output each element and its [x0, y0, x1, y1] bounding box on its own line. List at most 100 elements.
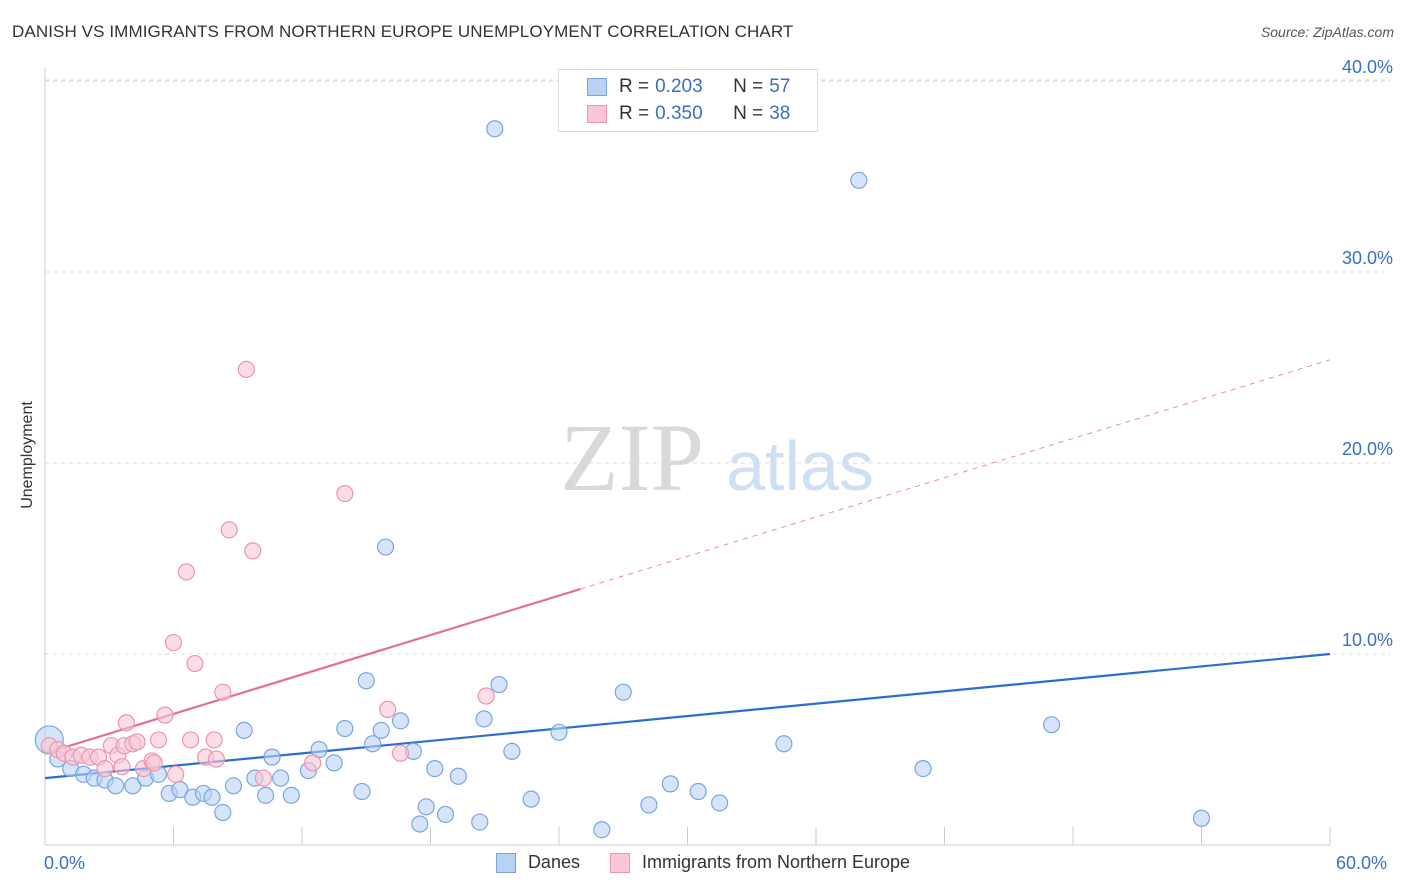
immigrants-point: [244, 542, 262, 560]
legend-item-danes: Danes: [495, 852, 580, 873]
immigrants-point: [113, 758, 131, 776]
danes-trend-line: [44, 652, 1331, 780]
y-tick-label: 20.0%: [1342, 439, 1393, 459]
y-tick-label: 30.0%: [1342, 248, 1393, 268]
danes-legend-label: Danes: [527, 852, 580, 872]
danes-point: [124, 777, 142, 795]
danes-n-value: 57: [769, 76, 791, 97]
immigrants-point: [214, 683, 232, 701]
immigrants-point: [149, 731, 168, 749]
x-min-label: 0.0%: [44, 853, 86, 873]
immigrants-legend-label: Immigrants from Northern Europe: [641, 852, 911, 872]
danes-point: [689, 782, 707, 801]
danes-point: [336, 719, 354, 738]
immigrants-point: [336, 484, 354, 503]
danes-n-label: N =: [733, 76, 764, 97]
immigrants-point: [477, 687, 495, 705]
immigrants-point: [205, 731, 223, 749]
immigrants-r-label: R =: [619, 103, 650, 124]
danes-point: [490, 675, 508, 694]
danes-point: [271, 769, 290, 787]
immigrants-point: [186, 654, 204, 673]
immigrants-r-value: 0.350: [655, 103, 703, 124]
danes-point: [550, 723, 568, 741]
danes-point: [357, 672, 375, 690]
danes-point: [1192, 809, 1211, 827]
danes-point: [471, 813, 489, 831]
danes-point: [775, 735, 793, 753]
danes-point: [850, 171, 868, 189]
danes-point: [1042, 716, 1061, 734]
immigrants-point: [379, 700, 397, 718]
danes-point: [503, 742, 521, 761]
watermark-atlas: atlas: [726, 427, 874, 505]
danes-r-label: R =: [619, 76, 650, 97]
legend-row-danes: R = 0.203 N = 57: [587, 75, 790, 99]
immigrants-point: [177, 563, 195, 581]
stats-legend: R = 0.203 N = 57 R = 0.350 N = 38: [558, 69, 818, 132]
y-tick-label: 40.0%: [1342, 57, 1393, 77]
danes-point: [486, 120, 504, 138]
danes-point: [282, 786, 300, 804]
danes-point: [475, 710, 493, 728]
immigrants-swatch: [587, 105, 607, 123]
axes: [44, 68, 1331, 846]
watermark-zip: ZIP: [560, 404, 704, 511]
danes-point: [614, 683, 632, 701]
danes-point: [914, 759, 932, 778]
danes-swatch: [587, 78, 607, 96]
immigrants-point: [237, 360, 255, 379]
immigrants-n-label: N =: [733, 103, 764, 124]
legend-item-immigrants: Immigrants from Northern Europe: [609, 852, 911, 873]
immigrants-point: [117, 714, 135, 732]
danes-point: [353, 782, 371, 801]
immigrants-legend-swatch: [609, 852, 630, 873]
danes-point: [391, 712, 410, 730]
danes-point: [263, 748, 281, 766]
immigrants-point: [96, 759, 114, 778]
danes-point: [224, 777, 243, 795]
danes-point: [640, 796, 658, 814]
danes-point: [203, 788, 221, 806]
danes-point: [661, 775, 679, 793]
immigrants-point: [182, 731, 200, 749]
legend-row-immigrants: R = 0.350 N = 38: [587, 102, 790, 126]
danes-point: [235, 721, 253, 740]
danes-point: [711, 794, 729, 812]
immigrants-n-value: 38: [769, 103, 791, 124]
danes-point: [364, 735, 382, 753]
danes-r-value: 0.203: [655, 76, 703, 97]
immigrants-point: [164, 633, 183, 652]
danes-point: [593, 821, 611, 839]
source-label: Source: ZipAtlas.com: [1260, 24, 1394, 40]
immigrants-trend-extension: [580, 359, 1331, 590]
danes-point: [436, 805, 455, 824]
chart-title: DANISH VS IMMIGRANTS FROM NORTHERN EUROP…: [12, 22, 794, 41]
immigrants-point: [156, 706, 174, 724]
danes-point: [256, 786, 275, 804]
immigrants-point: [254, 769, 273, 787]
immigrants-points: [40, 360, 495, 787]
danes-point: [417, 798, 435, 816]
danes-point: [107, 777, 125, 795]
immigrants-point: [207, 750, 225, 768]
danes-point: [449, 767, 467, 785]
danes-point: [325, 754, 343, 772]
y-tick-label: 10.0%: [1342, 630, 1393, 650]
immigrants-point: [128, 733, 146, 751]
y-tick-labels: 10.0% 20.0% 30.0% 40.0%: [1342, 57, 1393, 650]
danes-point: [522, 790, 540, 808]
immigrants-point: [391, 744, 410, 762]
watermark: ZIP atlas: [560, 404, 874, 511]
immigrants-point: [304, 754, 322, 772]
immigrants-point: [167, 765, 185, 783]
danes-point: [214, 803, 232, 822]
danes-point: [426, 759, 444, 778]
x-max-label: 60.0%: [1336, 853, 1388, 873]
danes-legend-swatch: [495, 852, 516, 873]
danes-point: [372, 721, 390, 740]
data-points: [34, 120, 1211, 839]
immigrants-point: [145, 754, 163, 772]
danes-point: [411, 815, 429, 833]
